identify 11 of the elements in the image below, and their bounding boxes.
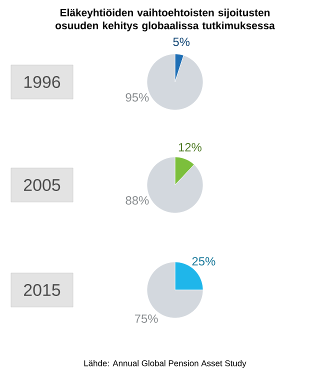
- chart-title: Eläkeyhtiöiden vaihtoehtoisten sijoitusten osuuden kehitys globaalissa tutkimuksessa: [56, 8, 275, 32]
- data-label: 5%: [173, 38, 190, 46]
- data-label: 88%: [126, 196, 149, 205]
- data-label: 75%: [134, 314, 158, 323]
- data-label: 12%: [178, 143, 202, 152]
- text: Lähde: Annual Global Pension Asset Study: [84, 360, 246, 368]
- text: 2005: [24, 179, 60, 192]
- data-label: 25%: [192, 257, 216, 266]
- text: 2015: [24, 284, 60, 296]
- text: 1996: [24, 76, 60, 88]
- data-label: 95%: [126, 93, 149, 102]
